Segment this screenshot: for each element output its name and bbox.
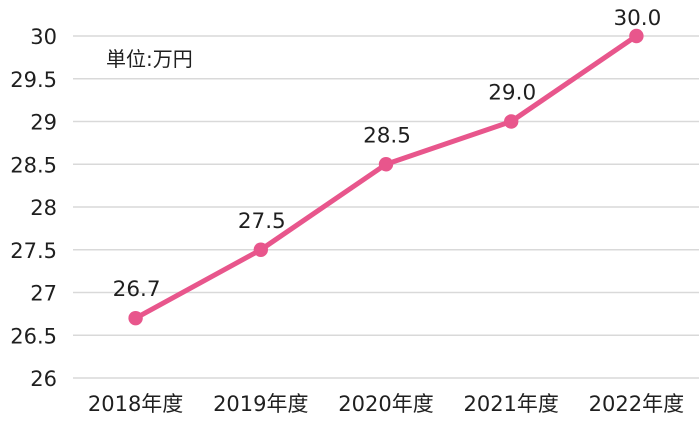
x-axis-label: 2018年度 xyxy=(88,392,183,416)
y-axis-tick-label: 28 xyxy=(30,196,57,220)
data-label: 29.0 xyxy=(488,81,536,106)
y-axis-tick-label: 29 xyxy=(30,111,57,135)
y-axis-tick-label: 27 xyxy=(30,282,57,306)
data-label-layer: 26.7 27.5 28.5 29.0 30.0 xyxy=(113,6,662,302)
x-axis-label: 2020年度 xyxy=(338,392,433,416)
x-axis-label: 2022年度 xyxy=(589,392,684,416)
y-axis-tick-label: 30 xyxy=(30,25,57,49)
data-label: 27.5 xyxy=(238,209,286,234)
series-layer xyxy=(128,28,644,326)
data-label: 26.7 xyxy=(113,277,161,302)
data-point-marker xyxy=(128,310,143,326)
data-point-marker xyxy=(629,28,644,44)
x-axis-label: 2019年度 xyxy=(213,392,308,416)
y-axis-tick-label: 26 xyxy=(30,367,57,391)
unit-label: 単位:万円 xyxy=(106,47,193,71)
y-axis-tick-label: 26.5 xyxy=(10,324,57,348)
gridline-layer xyxy=(73,35,699,379)
data-label: 28.5 xyxy=(363,123,411,148)
data-label: 30.0 xyxy=(613,6,661,31)
y-axis: 30 29.5 29 28.5 28 27.5 27 26.5 26 xyxy=(10,25,57,391)
data-point-marker xyxy=(504,114,519,129)
x-axis: 2018年度 2019年度 2020年度 2021年度 2022年度 xyxy=(88,392,684,416)
y-axis-tick-label: 27.5 xyxy=(10,239,57,263)
y-axis-tick-label: 28.5 xyxy=(10,153,57,177)
x-axis-label: 2021年度 xyxy=(463,392,558,416)
data-point-marker xyxy=(378,157,394,172)
y-axis-tick-label: 29.5 xyxy=(10,68,57,92)
data-point-marker xyxy=(253,242,268,257)
